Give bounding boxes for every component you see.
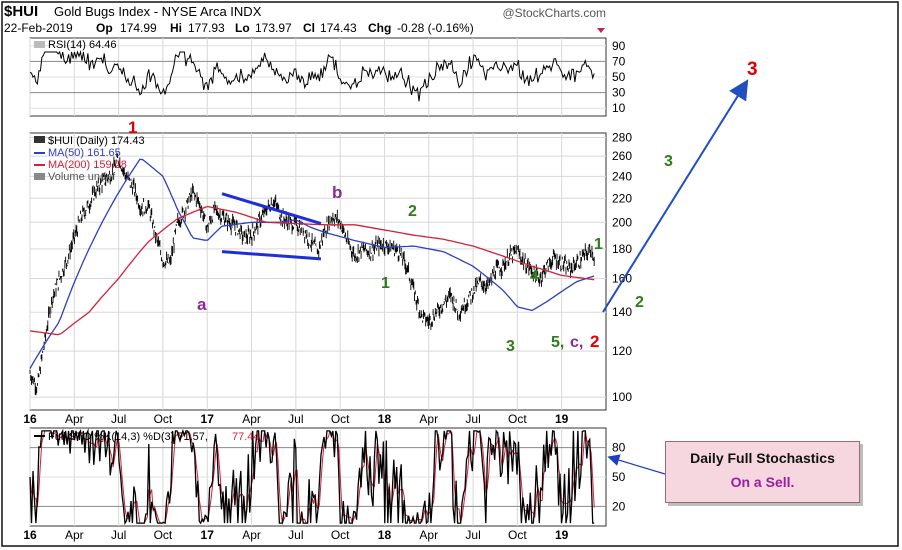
price-tick-label: 280 xyxy=(612,130,632,144)
source-watermark: @StockCharts.com xyxy=(502,6,606,20)
callout-signal: On a Sell. xyxy=(730,474,795,490)
change-label: Chg xyxy=(368,21,391,35)
upper-trendline xyxy=(221,192,322,225)
callout-pointer-arrow xyxy=(607,454,666,475)
x-tick-label: 19 xyxy=(555,528,569,542)
wave-green-2b: 2 xyxy=(635,294,644,311)
stochastics-callout: Daily Full Stochastics On a Sell. xyxy=(665,441,860,503)
x-tick-label: Apr xyxy=(419,412,438,426)
ma200-line xyxy=(29,205,595,336)
rsi-tick-label: 50 xyxy=(612,70,626,84)
price-tick-label: 220 xyxy=(612,191,632,205)
high-label: Hi xyxy=(170,21,182,35)
rsi-legend-icon xyxy=(34,41,45,48)
wave-a: a xyxy=(197,295,207,314)
price-tick-label: 240 xyxy=(612,169,632,183)
x-tick-label: Apr xyxy=(65,528,84,542)
rsi-tick-label: 90 xyxy=(612,39,626,53)
rsi-tick-label: 70 xyxy=(612,54,626,68)
price-tick-label: 200 xyxy=(612,215,632,229)
x-tick-label: Jul xyxy=(288,412,303,426)
price-legend-icon xyxy=(34,136,45,143)
price-tick-label: 160 xyxy=(612,272,632,286)
open-label: Op xyxy=(96,21,113,35)
x-tick-label: Apr xyxy=(242,412,261,426)
wave-green-2: 2 xyxy=(408,203,417,220)
callout-title: Daily Full Stochastics xyxy=(690,450,835,466)
sto-tick-label: 80 xyxy=(612,441,626,455)
price-tick-label: 100 xyxy=(612,390,632,404)
sto-legend: Full STO %K(14,3) %D(3) 71.57, xyxy=(48,431,208,443)
volume-legend: Volume undef xyxy=(48,171,116,183)
x-tick-label: 17 xyxy=(201,528,215,542)
sto-k-line xyxy=(29,428,595,526)
x-tick-label: Oct xyxy=(154,528,173,542)
x-tick-label: 16 xyxy=(23,528,37,542)
ticker-symbol: $HUI xyxy=(4,3,38,20)
x-tick-label: 18 xyxy=(378,528,392,542)
wave-green-1b: 1 xyxy=(594,236,603,253)
wave-red-1: 1 xyxy=(128,118,137,137)
wave-green-5: 5, xyxy=(551,334,564,351)
price-tick-label: 120 xyxy=(612,344,632,358)
x-tick-label: Apr xyxy=(242,528,261,542)
x-tick-label: Oct xyxy=(508,528,527,542)
close-value: 174.43 xyxy=(320,21,357,35)
low-value: 173.97 xyxy=(255,21,292,35)
x-tick-label: Oct xyxy=(331,412,350,426)
rsi-tick-label: 30 xyxy=(612,86,626,100)
price-legend: $HUI (Daily) 174.43 xyxy=(48,135,145,147)
close-label: Cl xyxy=(303,21,315,35)
rsi-legend: RSI(14) 64.46 xyxy=(48,39,116,51)
low-label: Lo xyxy=(235,21,250,35)
x-tick-label: 19 xyxy=(555,412,569,426)
open-value: 174.99 xyxy=(120,21,157,35)
wave-green-4: 4 xyxy=(530,268,539,285)
wave-red-2: 2 xyxy=(590,332,599,351)
price-tick-label: 260 xyxy=(612,149,632,163)
wave-b: b xyxy=(332,183,342,202)
price-panel xyxy=(29,132,607,411)
ma50-line xyxy=(29,158,595,369)
sto-tick-label: 50 xyxy=(612,470,626,484)
price-tick-label: 180 xyxy=(612,242,632,256)
sto-legend-d: 77.44 xyxy=(232,431,260,443)
index-name: Gold Bugs Index - NYSE Arca INDX xyxy=(54,4,262,19)
x-tick-label: Apr xyxy=(65,412,84,426)
high-value: 177.93 xyxy=(188,21,225,35)
wave-green-3b: 3 xyxy=(664,153,673,170)
x-tick-label: Oct xyxy=(154,412,173,426)
ma50-legend: MA(50) 161.65 xyxy=(48,147,121,159)
x-tick-label: 18 xyxy=(378,412,392,426)
x-tick-label: Jul xyxy=(288,528,303,542)
down-arrow-icon xyxy=(597,28,605,33)
x-tick-label: 16 xyxy=(23,412,37,426)
x-tick-label: Apr xyxy=(419,528,438,542)
wave-red-3: 3 xyxy=(747,59,758,80)
projection-arrow xyxy=(602,79,749,313)
wave-green-3: 3 xyxy=(506,338,515,355)
chart-date: 22-Feb-2019 xyxy=(4,21,73,35)
x-tick-label: Oct xyxy=(508,412,527,426)
rsi-tick-label: 10 xyxy=(612,101,626,115)
lower-trendline xyxy=(221,250,322,261)
x-tick-label: Jul xyxy=(465,528,480,542)
x-tick-label: Oct xyxy=(331,528,350,542)
x-tick-label: Jul xyxy=(465,412,480,426)
rsi-line xyxy=(29,50,595,102)
ma200-legend: MA(200) 159.28 xyxy=(48,159,127,171)
volume-legend-icon xyxy=(34,173,45,180)
wave-c: c, xyxy=(570,334,583,351)
x-tick-label: 17 xyxy=(201,412,215,426)
x-tick-label: Jul xyxy=(111,412,126,426)
wave-green-1: 1 xyxy=(381,275,390,292)
change-value: -0.28 (-0.16%) xyxy=(397,21,474,35)
price-tick-label: 140 xyxy=(612,305,632,319)
x-tick-label: Jul xyxy=(111,528,126,542)
sto-tick-label: 20 xyxy=(612,499,626,513)
